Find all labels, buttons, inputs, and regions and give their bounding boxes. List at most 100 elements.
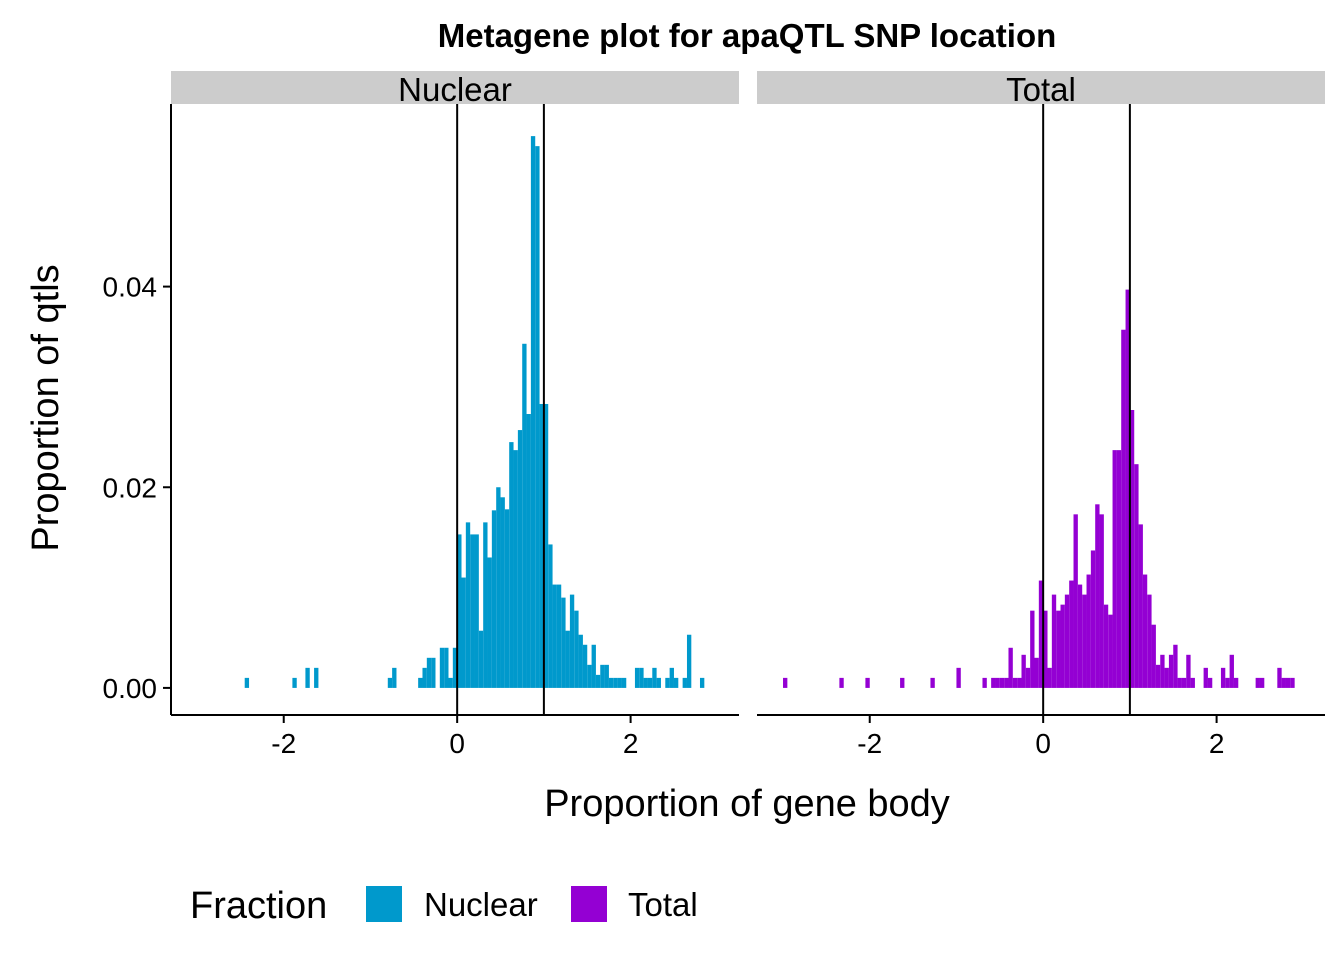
histogram-bar (1155, 664, 1161, 688)
histogram-bar (1051, 594, 1057, 688)
histogram-bar (634, 667, 640, 688)
histogram-bar (474, 534, 479, 688)
histogram-bar (1233, 677, 1239, 688)
x-tick-label: -2 (857, 728, 882, 759)
histogram-bar (556, 584, 562, 688)
facet-strip (171, 71, 739, 104)
histogram-bar (1099, 514, 1104, 688)
histogram-bar (465, 522, 471, 688)
histogram-bar (1277, 667, 1282, 688)
histogram-bar (574, 610, 579, 688)
histogram-bar (647, 677, 653, 688)
histogram-bar (1060, 604, 1065, 688)
histogram-bar (561, 597, 566, 688)
histogram-bar (956, 667, 961, 688)
histogram-bar (530, 136, 536, 688)
histogram-bar (1121, 329, 1126, 688)
histogram-bar (1025, 667, 1031, 688)
histogram-bar (292, 677, 297, 688)
histogram-bar (652, 667, 657, 688)
histogram-bar (1147, 594, 1152, 688)
histogram-bar (1095, 504, 1100, 688)
facet-strip-label: Nuclear (398, 71, 512, 108)
histogram-bar (1229, 654, 1234, 688)
histogram-bar (470, 534, 475, 688)
histogram-bar (1004, 677, 1009, 688)
histogram-bar (1038, 580, 1044, 688)
histogram-bar (1056, 610, 1061, 688)
histogram-bar (552, 584, 557, 688)
histogram-bar (991, 677, 996, 688)
histogram-bar (682, 677, 687, 688)
histogram-bar (591, 644, 596, 688)
histogram-bar (1151, 624, 1156, 688)
histogram-bar (900, 677, 905, 688)
histogram-bar (617, 677, 622, 688)
legend-label-total: Total (628, 886, 698, 923)
histogram-bar (1090, 550, 1096, 688)
histogram-bar (1138, 524, 1143, 688)
histogram-bar (582, 644, 588, 688)
histogram-bar (509, 442, 514, 688)
histogram-bar (539, 403, 544, 688)
y-tick-label: 0.00 (103, 673, 158, 704)
histogram-bar (839, 677, 844, 688)
histogram-bar (669, 667, 674, 688)
histogram-bar (865, 677, 870, 688)
histogram-bar (1225, 677, 1230, 688)
histogram-bar (1129, 410, 1135, 688)
histogram-bar (665, 677, 670, 688)
histogram-bar (535, 146, 540, 688)
histogram-bar (613, 677, 618, 688)
histogram-bar (487, 557, 492, 688)
histogram-bar (600, 664, 605, 688)
histogram-bar (422, 667, 427, 688)
chart-title: Metagene plot for apaQTL SNP location (438, 17, 1057, 54)
histogram-bar (1203, 667, 1208, 688)
histogram-bar (1030, 610, 1035, 688)
histogram-bar (1064, 594, 1070, 688)
histogram-bar (496, 487, 501, 688)
histogram-bar (418, 677, 423, 688)
histogram-bar (1168, 654, 1174, 688)
histogram-bar (621, 677, 627, 688)
histogram-bar (1255, 677, 1260, 688)
x-tick-label: 0 (1035, 728, 1051, 759)
histogram-bar (478, 630, 484, 688)
histogram-bar (1012, 677, 1018, 688)
histogram-bar (1034, 657, 1039, 688)
histogram-bar (1134, 464, 1139, 688)
histogram-bar (1017, 677, 1022, 688)
histogram-bar (457, 534, 462, 688)
histogram-bar (982, 677, 987, 688)
histogram-bar (1069, 580, 1074, 688)
legend-swatch-total (571, 886, 607, 922)
histogram-bar (686, 634, 692, 688)
histogram-bar (1290, 677, 1295, 688)
histogram-bar (483, 522, 488, 688)
histogram-bar (565, 630, 570, 688)
histogram-bar (526, 414, 531, 688)
facet-strip (757, 71, 1325, 104)
histogram-bar (1181, 677, 1187, 688)
histogram-bar (995, 677, 1000, 688)
facet-panels: Nuclear -2 0 2 0.00 0.02 0.04 Total -2 0 2 (103, 71, 1325, 759)
histogram-bar (1021, 654, 1026, 688)
histogram-bar (587, 664, 592, 688)
histogram-bar (1220, 667, 1226, 688)
x-axis-title: Proportion of gene body (544, 783, 950, 825)
histogram-bar (656, 677, 661, 688)
histogram-bar (504, 509, 510, 688)
histogram-bar (1008, 647, 1013, 688)
histogram-bar (673, 677, 679, 688)
histogram-bar (578, 634, 583, 688)
x-tick-label: 0 (449, 728, 465, 759)
histogram-bar (548, 544, 553, 688)
histogram-bar (1073, 514, 1078, 688)
histogram-bar (1186, 654, 1191, 688)
y-tick-label: 0.02 (103, 472, 158, 503)
histogram-bar (1160, 654, 1165, 688)
histogram-bar (1082, 594, 1087, 688)
histogram-bar (604, 664, 609, 688)
